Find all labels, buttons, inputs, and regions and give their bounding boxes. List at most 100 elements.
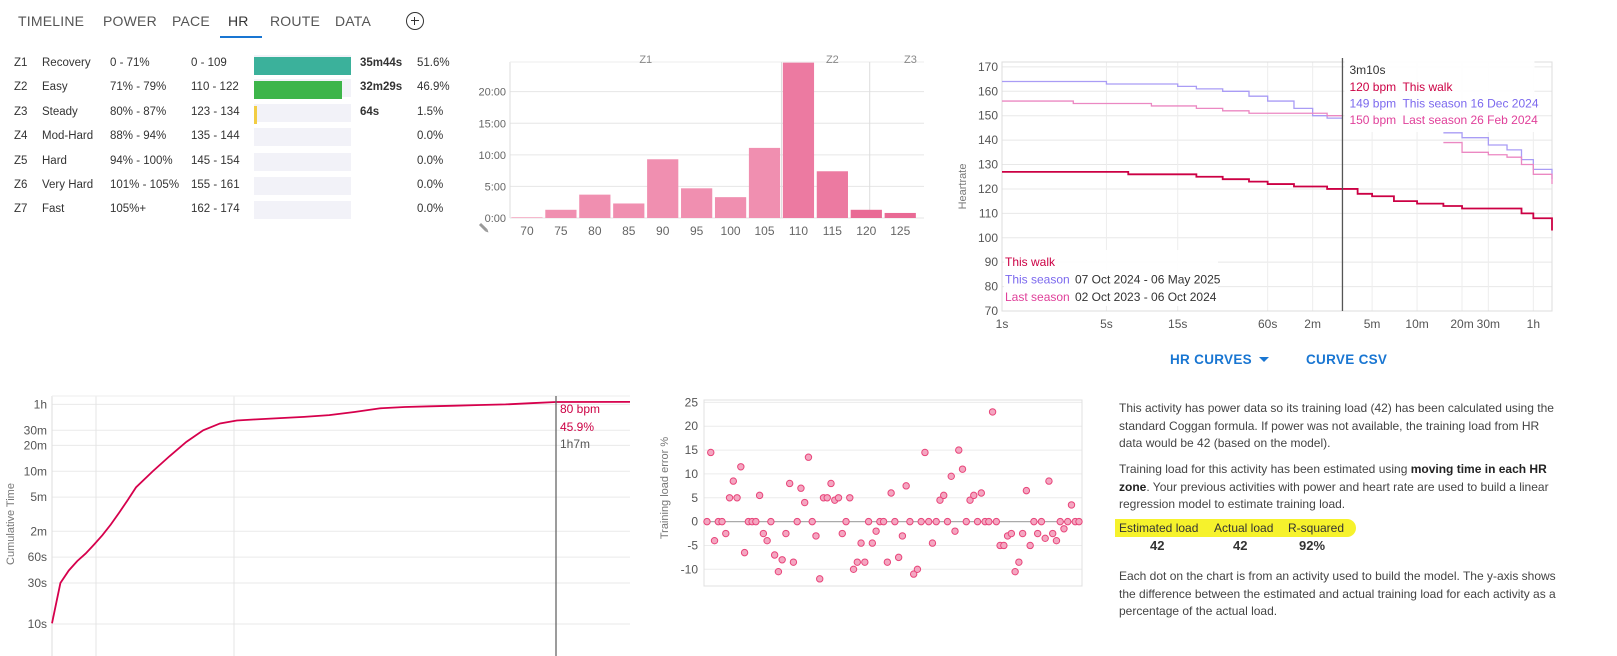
curve-csv-button[interactable]: CURVE CSV — [1306, 352, 1388, 367]
scatter-point — [823, 494, 831, 502]
tooltip-date: 26 Feb 2024 — [1470, 113, 1538, 127]
scatter-point — [800, 498, 809, 507]
marker-bpm: 80 bpm — [560, 402, 600, 416]
x-tick-label: 30m — [1477, 317, 1500, 331]
tab-pace[interactable]: PACE — [172, 13, 210, 29]
scatter-point — [940, 491, 948, 500]
scatter-point — [1033, 529, 1042, 538]
scatter-point — [947, 472, 955, 481]
zone-bpm: 135 - 144 — [191, 130, 240, 143]
x-tick-label: 115 — [823, 224, 842, 238]
scatter-point — [1052, 536, 1061, 545]
scatter-point — [962, 517, 970, 526]
scatter-point — [1048, 529, 1057, 538]
y-tick-label: 100 — [978, 231, 998, 245]
scatter-point — [782, 529, 790, 538]
y-tick-label: 5:00 — [485, 181, 506, 193]
zone-id: Z7 — [14, 203, 28, 216]
zone-row-z6: Z6 Very Hard 101% - 105% 155 - 161 0.0% — [14, 177, 464, 197]
x-tick-label: 70 — [520, 224, 534, 238]
y-axis-label: Heartrate — [957, 164, 969, 210]
x-tick-label: 75 — [554, 224, 568, 238]
histogram-bar — [748, 147, 781, 218]
scatter-point — [913, 565, 922, 574]
zone-pct: 0 - 71% — [110, 57, 150, 69]
scatter-point — [827, 479, 835, 488]
scatter-point — [1075, 517, 1083, 526]
zone-bpm: 0 - 109 — [191, 57, 227, 69]
tab-route[interactable]: ROUTE — [270, 13, 320, 29]
scatter-point — [955, 446, 963, 454]
scatter-point — [1037, 517, 1046, 526]
hr-curves-button[interactable]: HR CURVES — [1170, 352, 1269, 367]
scatter-point — [849, 565, 858, 574]
scatter-point — [808, 517, 816, 526]
training-load-error-chart: -10 -5 0 5 10 15 20 25 Training load error % — [659, 395, 1083, 587]
zone-bar-fill — [254, 57, 351, 75]
scatter-point — [740, 548, 749, 557]
tab-hr[interactable]: HR — [228, 13, 249, 29]
y-tick-label: 5m — [30, 490, 47, 504]
zone-id: Z2 — [14, 81, 28, 94]
scatter-point — [1041, 534, 1049, 543]
add-tab-icon[interactable] — [406, 12, 424, 30]
tooltip-label: This season — [1402, 97, 1467, 111]
tab-power[interactable]: POWER — [103, 13, 157, 29]
scatter-point — [1022, 486, 1031, 495]
scatter-point — [778, 556, 786, 564]
x-tick-label: 15s — [1168, 317, 1187, 331]
zone-name: Fast — [42, 203, 65, 216]
zone-pct: 105%+ — [110, 203, 147, 216]
x-tick-label: 120 — [856, 224, 876, 238]
zone-id: Z4 — [14, 130, 28, 143]
x-tick-label: 90 — [656, 224, 670, 238]
y-tick-label: 90 — [985, 255, 999, 269]
y-tick-label: 140 — [978, 133, 998, 147]
scatter-point — [891, 517, 899, 526]
zone-row-z1: Z1 Recovery 0 - 71% 0 - 109 35m44s 51.6% — [14, 55, 464, 75]
scatter-point — [1018, 529, 1027, 538]
y-tick-label: 170 — [978, 60, 998, 74]
legend-label: This walk — [1005, 255, 1056, 269]
scatter-point — [703, 517, 711, 526]
tooltip-label: Last season — [1402, 113, 1467, 127]
zone-label: Z1 — [639, 54, 652, 66]
scatter-point — [898, 532, 907, 540]
scatter-point — [1030, 517, 1038, 526]
scatter-point — [861, 558, 869, 566]
zone-bar — [254, 128, 351, 147]
scatter-point — [846, 494, 854, 502]
zone-id: Z3 — [14, 105, 28, 118]
x-tick-label: 110 — [789, 224, 808, 238]
y-axis-label: Training load error % — [659, 437, 671, 540]
y-tick-label: 30m — [24, 423, 47, 437]
scatter-point — [932, 517, 940, 526]
x-tick-label: 100 — [721, 224, 741, 238]
x-tick-label: 80 — [588, 224, 602, 238]
scatter-point — [928, 539, 937, 547]
scatter-point — [785, 479, 794, 488]
tab-timeline[interactable]: TIMELINE — [18, 13, 85, 29]
scatter-point — [752, 517, 760, 526]
scatter-point — [722, 529, 730, 538]
scatter-point — [1067, 501, 1076, 509]
zone-share: 51.6% — [417, 57, 450, 69]
scatter-point — [943, 517, 952, 526]
scatter-point — [864, 517, 873, 526]
zone-bpm: 145 - 154 — [191, 154, 240, 167]
tooltip-box — [1344, 60, 1535, 132]
zone-share: 0.0% — [417, 154, 444, 167]
tab-data[interactable]: DATA — [335, 13, 372, 29]
zone-bar-fill — [254, 105, 257, 124]
zone-share: 0.0% — [417, 203, 444, 216]
y-tick-label: 20:00 — [478, 87, 506, 99]
y-tick-label: 120 — [978, 182, 998, 196]
scatter-point — [737, 463, 745, 471]
zone-row-z3: Z3 Steady 80% - 87% 123 - 134 64s 1.5% — [14, 103, 464, 124]
tooltip-value: 149 bpm — [1349, 97, 1396, 111]
scatter-point — [718, 517, 726, 526]
y-tick-label: 15 — [685, 443, 699, 457]
tooltip-value: 150 bpm — [1349, 113, 1396, 127]
scatter-point — [988, 408, 997, 416]
para2-post: . Your previous activities with power an… — [1119, 479, 1549, 512]
